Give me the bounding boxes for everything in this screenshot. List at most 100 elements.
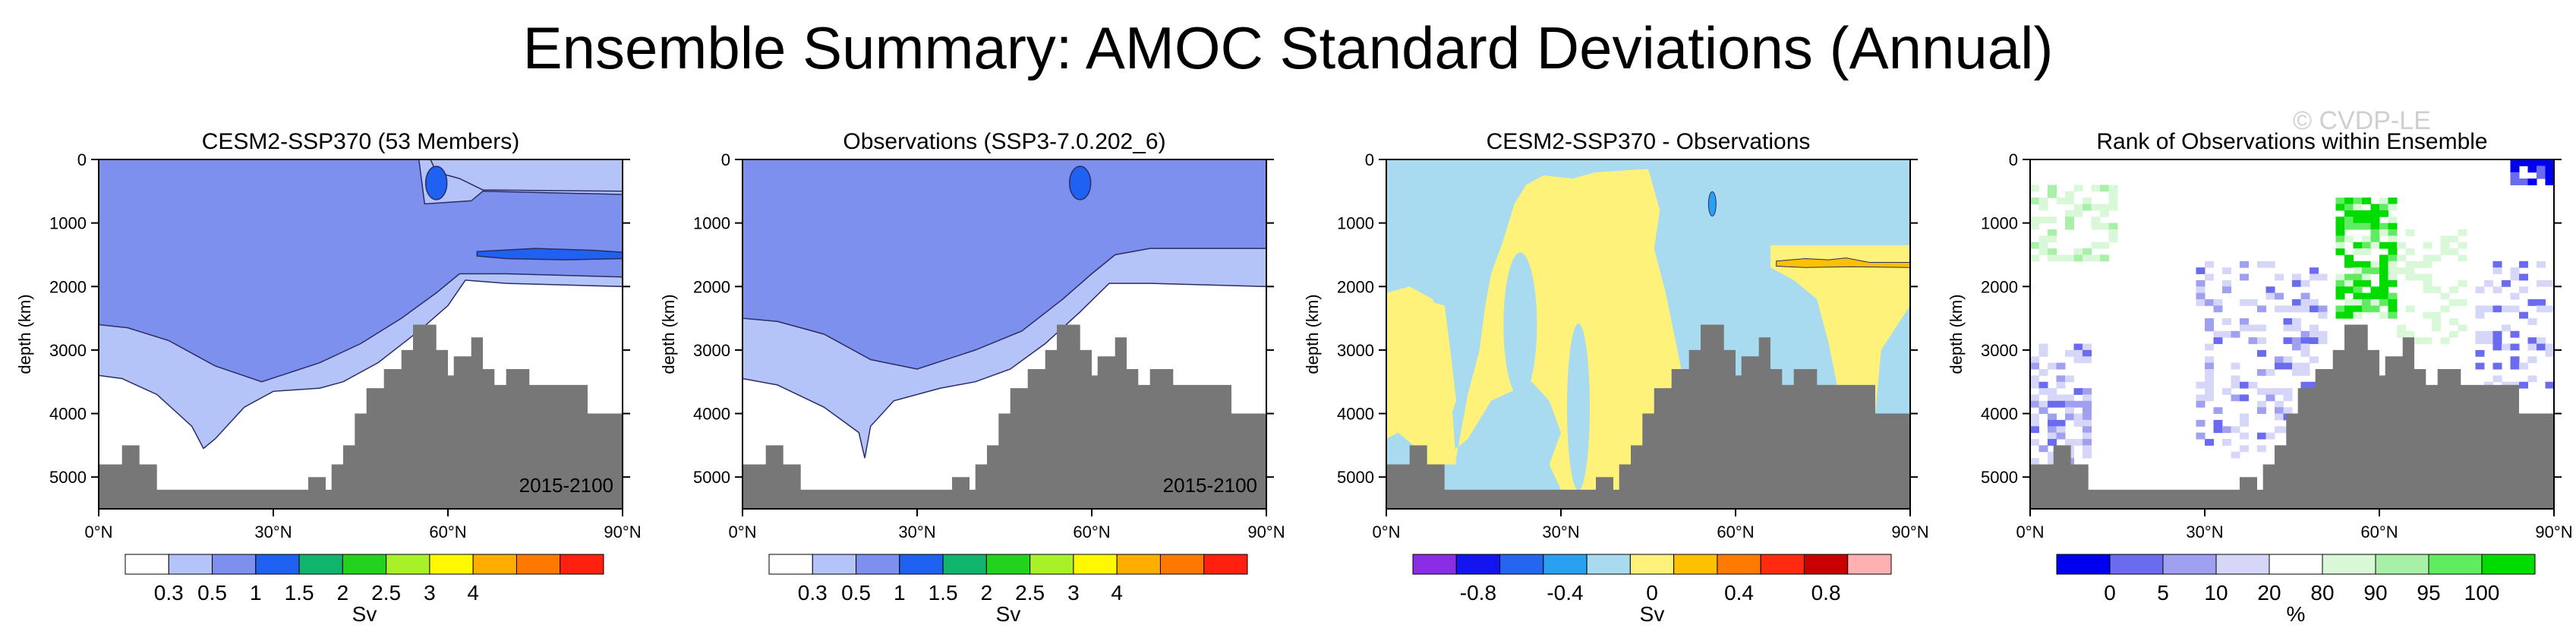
- heatmap-cell: [2300, 305, 2310, 313]
- heatmap-cell: [2362, 216, 2371, 224]
- heatmap-cell: [2440, 305, 2450, 313]
- heatmap-cell: [2240, 299, 2249, 306]
- colorbar-box: [212, 554, 257, 575]
- y-tick-label: 1000: [1981, 214, 2018, 233]
- heatmap-cell: [2065, 394, 2074, 402]
- heatmap-cell: [2510, 356, 2520, 364]
- heatmap-cell: [2108, 197, 2118, 205]
- heatmap-cell: [2283, 305, 2293, 313]
- colorbar-label: -0.8: [1460, 581, 1496, 605]
- heatmap-cell: [2300, 337, 2310, 345]
- heatmap-cell: [2073, 343, 2083, 351]
- heatmap-cell: [2379, 204, 2388, 211]
- heatmap-cell: [2537, 299, 2546, 306]
- heatmap-cell: [2196, 381, 2206, 389]
- y-tick-label: 1000: [49, 214, 87, 233]
- heatmap-cell: [2275, 362, 2284, 370]
- heatmap-cell: [2038, 204, 2048, 211]
- heatmap-cell: [2423, 279, 2433, 287]
- heatmap-cell: [2379, 254, 2388, 262]
- x-tick-label: 30°N: [254, 522, 292, 541]
- heatmap-cell: [2213, 330, 2223, 338]
- heatmap-cell: [2283, 324, 2293, 332]
- colorbar-box: [1203, 554, 1248, 575]
- heatmap-cell: [2537, 343, 2546, 351]
- figure-title: Ensemble Summary: AMOC Standard Deviatio…: [522, 14, 2054, 81]
- heatmap-cell: [2048, 362, 2057, 370]
- heatmap-cell: [2362, 305, 2371, 313]
- colorbar-box: [2481, 554, 2536, 575]
- heatmap-cell: [2353, 223, 2363, 230]
- heatmap-cell: [2038, 407, 2048, 415]
- heatmap-cell: [2030, 394, 2039, 402]
- heatmap-cell: [2030, 413, 2039, 421]
- heatmap-cell: [2300, 349, 2310, 357]
- y-tick-label: 3000: [693, 341, 730, 360]
- heatmap-cell: [2038, 349, 2048, 357]
- heatmap-cell: [2510, 166, 2520, 173]
- heatmap-cell: [2379, 292, 2388, 300]
- heatmap-cell: [2073, 204, 2083, 211]
- y-tick-label: 0: [77, 150, 87, 169]
- heatmap-cell: [2397, 254, 2406, 262]
- heatmap-cell: [2344, 223, 2354, 230]
- heatmap-cell: [2073, 419, 2083, 427]
- y-tick-label: 1000: [693, 214, 730, 233]
- heatmap-cell: [2030, 375, 2039, 383]
- heatmap-cell: [2257, 324, 2266, 332]
- heatmap-cell: [2100, 223, 2109, 230]
- heatmap-cell: [2353, 311, 2363, 319]
- heatmap-cell: [2405, 260, 2415, 268]
- heatmap-cell: [2502, 279, 2511, 287]
- heatmap-cell: [2205, 394, 2214, 402]
- heatmap-cell: [2510, 292, 2520, 300]
- heatmap-cell: [2423, 311, 2433, 319]
- heatmap-cell: [2310, 267, 2319, 275]
- colorbar-label: 2: [337, 581, 349, 605]
- colorbar-label: 0: [1646, 581, 1658, 605]
- heatmap-cell: [2545, 279, 2555, 287]
- heatmap-cell: [2388, 242, 2398, 249]
- heatmap-cell: [2292, 343, 2301, 351]
- heatmap-cell: [2275, 407, 2284, 415]
- heatmap-cell: [2397, 267, 2406, 275]
- colorbar-box: [1073, 554, 1118, 575]
- heatmap-cell: [2405, 273, 2415, 281]
- heatmap-cell: [2458, 254, 2467, 262]
- heatmap-cell: [2257, 369, 2266, 376]
- watermark-text: © CVDP-LE: [2293, 106, 2431, 135]
- heatmap-cell: [2065, 375, 2074, 383]
- heatmap-cell: [2030, 223, 2039, 230]
- x-tick-label: 30°N: [898, 522, 935, 541]
- colorbar-unit: Sv: [1640, 602, 1665, 626]
- heatmap-cell: [2065, 216, 2074, 224]
- heatmap-cell: [2379, 260, 2388, 268]
- heatmap-cell: [2335, 197, 2345, 205]
- colorbar-label: 3: [424, 581, 436, 605]
- heatmap-cell: [2231, 426, 2240, 434]
- heatmap-cell: [2248, 337, 2258, 345]
- heatmap-cell: [2545, 166, 2555, 173]
- colorbar-box: [168, 554, 213, 575]
- heatmap-cell: [2502, 305, 2511, 313]
- panel-cesm2-ssp370: 2015-2100 CESM2-SSP370 (53 Members) 0 1000 2…: [15, 129, 642, 626]
- heatmap-cell: [2240, 413, 2249, 421]
- heatmap-cell: [2335, 204, 2345, 211]
- heatmap-cell: [2030, 254, 2039, 262]
- heatmap-cell: [2545, 305, 2555, 313]
- heatmap-cell: [2056, 197, 2066, 205]
- heatmap-cell: [2388, 260, 2398, 268]
- heatmap-cell: [2414, 273, 2423, 281]
- heatmap-cell: [2083, 413, 2092, 421]
- heatmap-cell: [2065, 439, 2074, 446]
- heatmap-cell: [2283, 394, 2293, 402]
- heatmap-cell: [2222, 318, 2231, 325]
- heatmap-cell: [2030, 400, 2039, 408]
- heatmap-cell: [2108, 185, 2118, 192]
- heatmap-cell: [2335, 273, 2345, 281]
- heatmap-cell: [2083, 254, 2092, 262]
- heatmap-cell: [2275, 413, 2284, 421]
- heatmap-cell: [2048, 451, 2057, 459]
- heatmap-cell: [2205, 324, 2214, 332]
- heatmap-cell: [2091, 216, 2101, 224]
